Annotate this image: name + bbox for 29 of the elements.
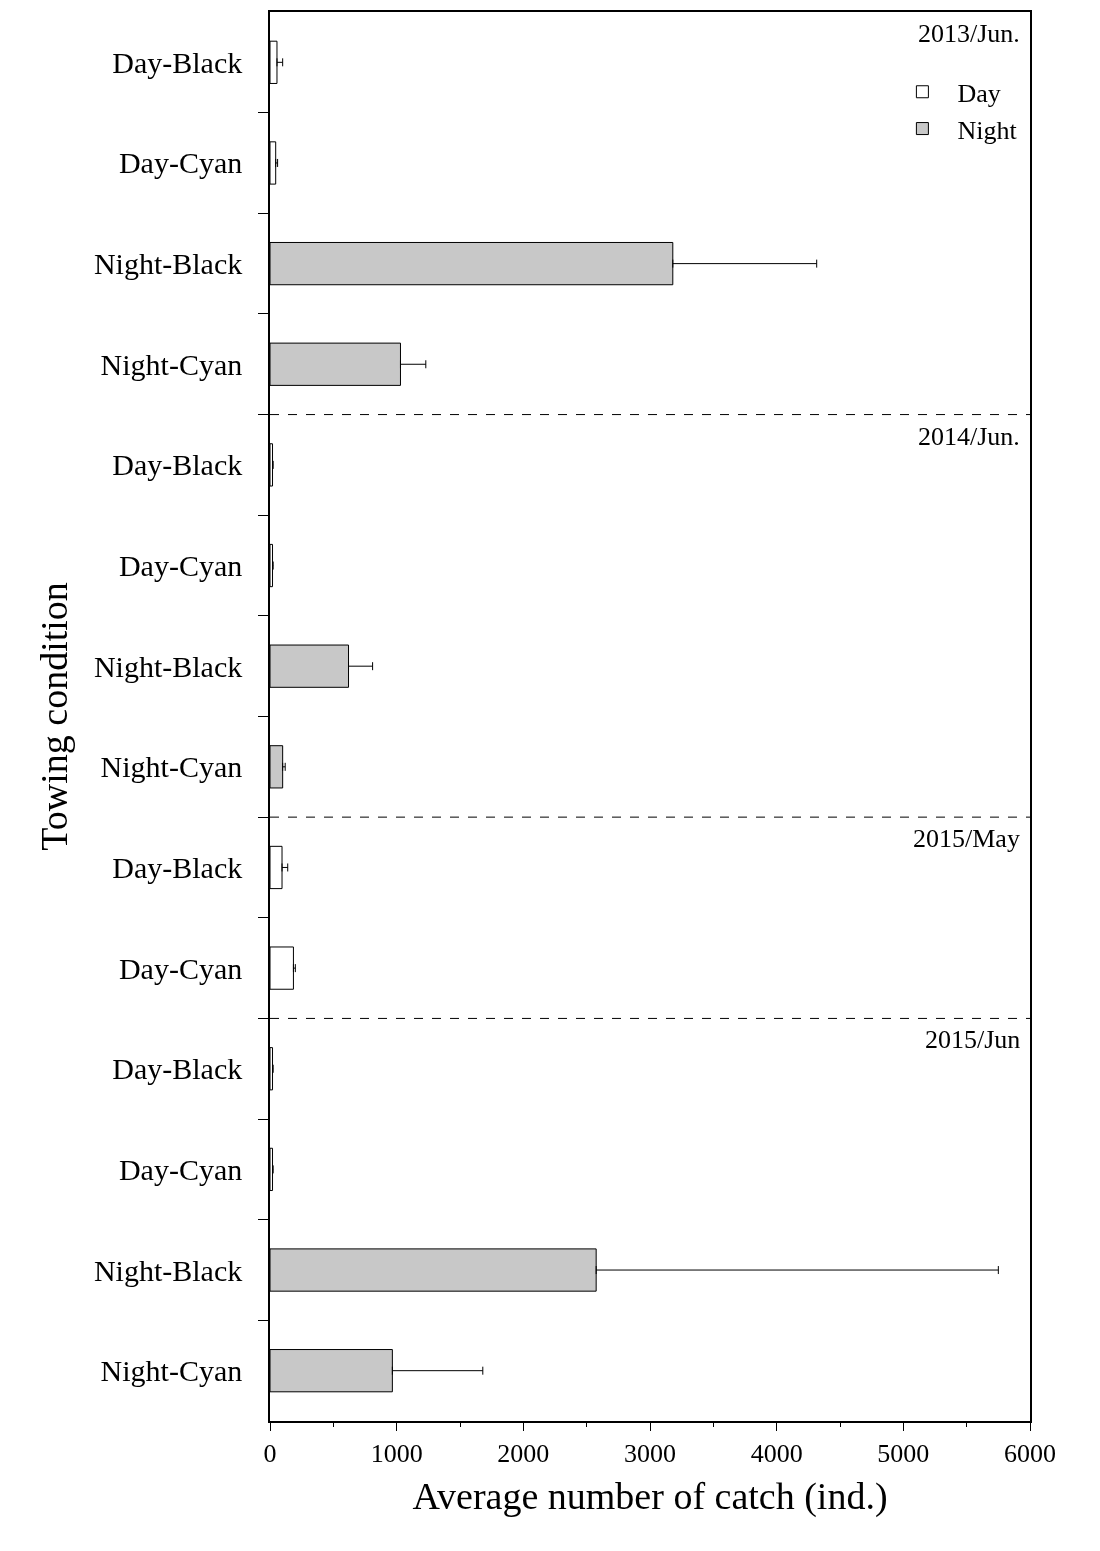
x-tick-label: 4000 — [750, 1438, 803, 1468]
y-tick-label: Night-Black — [93, 649, 243, 683]
y-tick-label: Day-Black — [112, 1052, 243, 1086]
y-tick-label: Day-Cyan — [118, 1152, 243, 1186]
y-tick-label: Day-Cyan — [118, 146, 243, 180]
y-tick-label: Day-Cyan — [118, 951, 243, 985]
legend-label: Day — [957, 78, 1001, 108]
y-axis-title: Towing condition — [32, 582, 75, 851]
x-tick-label: 3000 — [624, 1438, 676, 1468]
x-tick-label: 2000 — [497, 1438, 550, 1468]
x-tick-label: 5000 — [877, 1438, 930, 1468]
x-axis-title: Average number of catch (ind.) — [412, 1474, 888, 1518]
x-tick-label: 1000 — [370, 1438, 423, 1468]
annotation: 2014/Jun. — [918, 422, 1020, 451]
y-tick-label: Day-Cyan — [118, 549, 243, 583]
y-tick-label: Day-Black — [112, 850, 243, 884]
y-tick-label: Day-Black — [112, 448, 243, 482]
y-tick-label: Night-Cyan — [100, 1354, 243, 1388]
legend-label: Night — [957, 115, 1018, 145]
y-tick-label: Night-Black — [93, 1253, 243, 1287]
y-tick-label: Day-Black — [112, 45, 243, 79]
y-tick-label: Night-Cyan — [100, 750, 243, 784]
y-tick-label: Night-Cyan — [100, 347, 243, 381]
x-tick-label: 0 — [263, 1438, 277, 1468]
annotation: 2015/May — [913, 824, 1020, 853]
annotation: 2013/Jun. — [918, 19, 1020, 48]
x-tick-label: 6000 — [1004, 1438, 1056, 1468]
y-tick-label: Night-Black — [93, 247, 243, 281]
annotation: 2015/Jun — [925, 1025, 1021, 1054]
